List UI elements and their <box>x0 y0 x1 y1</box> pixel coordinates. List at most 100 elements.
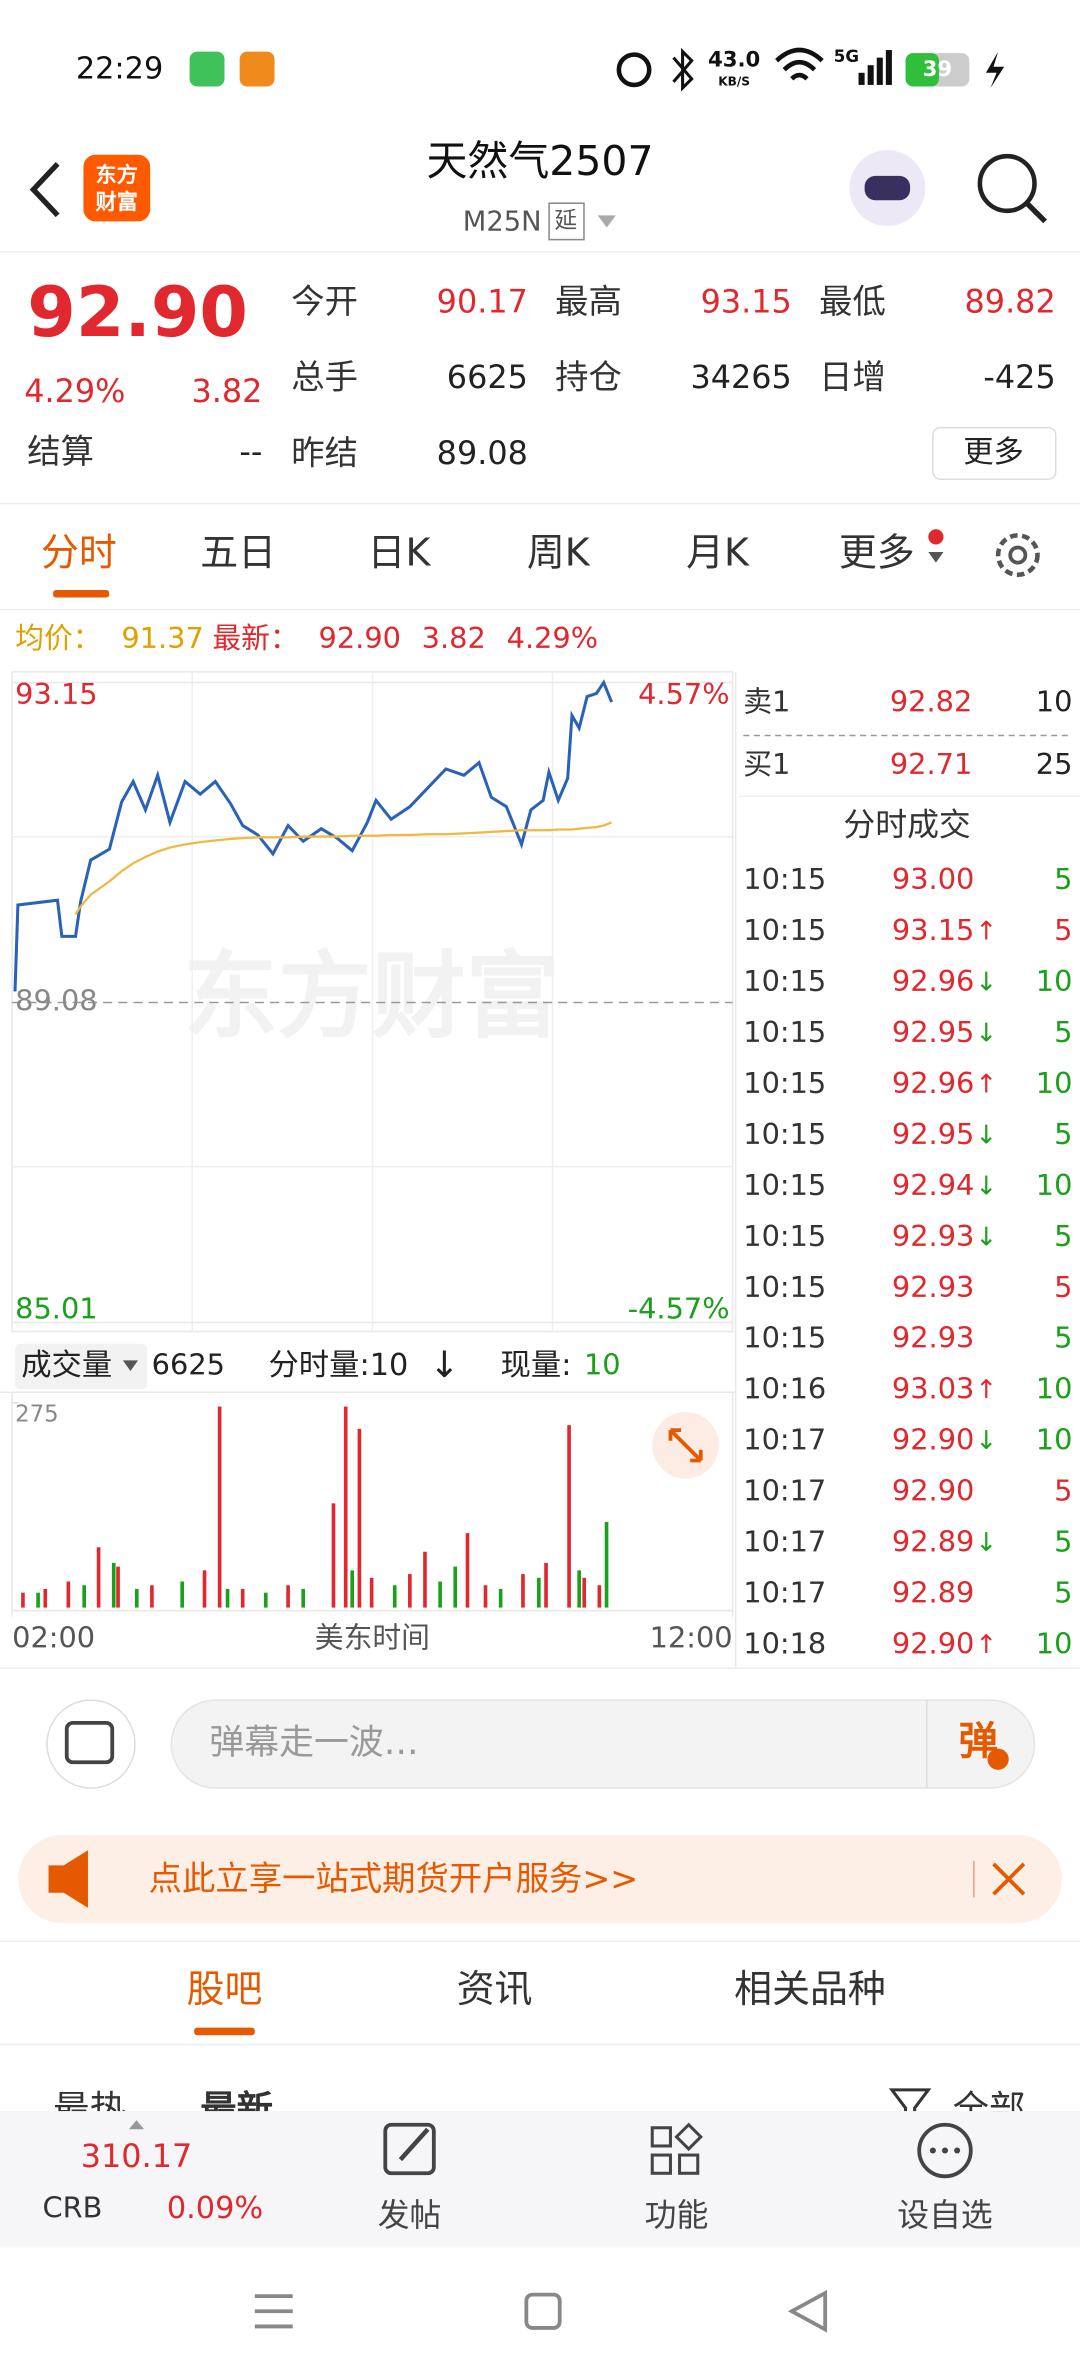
latest-label: 最新： <box>212 621 298 655</box>
volume-bar <box>43 1588 48 1608</box>
trade-time: 10:15 <box>743 1117 826 1151</box>
trade-volume: 5 <box>1054 1525 1072 1559</box>
volume-bar <box>392 1585 397 1608</box>
bottom-action[interactable]: 设自选 <box>897 2196 993 2234</box>
watchlist-icon-dot <box>929 2147 936 2154</box>
chat-input[interactable] <box>170 1699 1036 1789</box>
trade-time: 10:15 <box>743 1168 826 1202</box>
volume-chart-frame <box>11 1391 734 1612</box>
more-button[interactable] <box>932 426 1057 480</box>
bottom-action[interactable]: 发帖 <box>378 2196 442 2234</box>
trade-time: 10:15 <box>743 1270 826 1304</box>
nav-menu[interactable] <box>254 2294 293 2329</box>
post-icon[interactable] <box>383 2122 436 2176</box>
logo-text: 东方 <box>96 162 138 188</box>
more-button-label[interactable]: 更多 <box>963 435 1024 470</box>
trade-volume: 5 <box>1054 1270 1072 1304</box>
tab-indicator <box>194 2027 255 2036</box>
current-volume-label: 现量: <box>501 1348 572 1383</box>
section-tab[interactable]: 股吧 <box>187 1967 263 2011</box>
volume-bar <box>96 1547 101 1608</box>
trade-time: 10:15 <box>743 1321 826 1355</box>
trade-direction: ↑ <box>975 1630 997 1660</box>
volume-bar <box>498 1588 503 1608</box>
trade-price: 92.90 <box>892 1423 974 1457</box>
field-value: -- <box>239 432 262 470</box>
search-button[interactable] <box>977 153 1037 214</box>
function-icon[interactable] <box>650 2126 672 2148</box>
net-speed-unit: KB/S <box>718 74 750 88</box>
watchlist-icon[interactable] <box>917 2122 973 2179</box>
net-speed: 43.0 <box>708 48 760 73</box>
battery-level-text: 39 <box>923 57 953 82</box>
chart-tab[interactable]: 月K <box>686 531 750 575</box>
trade-time: 10:17 <box>743 1525 826 1559</box>
trade-price: 93.15 <box>892 913 974 947</box>
trade-price: 93.00 <box>892 862 974 896</box>
latest-change-pct: 4.29% <box>507 621 598 655</box>
field-label: 最高 <box>555 282 622 321</box>
trade-time: 10:15 <box>743 1015 826 1049</box>
nav-home[interactable] <box>524 2292 562 2330</box>
field-label: 持仓 <box>555 358 622 397</box>
field-value: 34265 <box>690 358 791 396</box>
order-price: 92.82 <box>890 685 972 719</box>
bottom-bar <box>0 2111 1080 2248</box>
back-button[interactable] <box>29 161 60 218</box>
signal-bar <box>876 57 883 85</box>
dropdown-arrow[interactable] <box>597 215 616 228</box>
close-banner-button[interactable] <box>992 1862 1026 1896</box>
order-side: 卖1 <box>743 685 790 719</box>
trade-volume: 5 <box>1054 1015 1072 1049</box>
trade-price: 92.90 <box>892 1474 974 1508</box>
trade-volume: 10 <box>1036 964 1073 998</box>
chart-tab[interactable]: 周K <box>527 531 591 575</box>
volume-bar <box>544 1562 548 1608</box>
chart-tab[interactable]: 更多 <box>839 531 915 575</box>
chat-placeholder[interactable]: 弹幕走一波… <box>209 1723 418 1763</box>
volume-bar <box>111 1562 116 1608</box>
x-axis-label: 美东时间 <box>315 1620 430 1654</box>
settings-button[interactable] <box>995 533 1040 578</box>
delay-badge: 延 <box>554 208 577 234</box>
index-toggle[interactable] <box>128 2120 145 2130</box>
chat-send-button[interactable]: 弹 <box>959 1719 998 1765</box>
latest-change: 3.82 <box>422 621 486 655</box>
avg-label: 均价： <box>15 621 101 655</box>
bottom-action[interactable]: 功能 <box>645 2196 709 2234</box>
trade-volume: 5 <box>1054 862 1072 896</box>
search-handle <box>1025 201 1047 224</box>
settings-core <box>1008 545 1028 565</box>
banner-text[interactable]: 点此立享一站式期货开户服务>> <box>149 1859 639 1898</box>
volume-selector[interactable] <box>15 1343 148 1390</box>
chart-tab[interactable]: 日K <box>368 531 432 575</box>
volume-bar <box>582 1577 587 1608</box>
wifi-icon <box>775 47 824 81</box>
chart-tab[interactable]: 分时 <box>41 531 117 575</box>
promo-banner[interactable] <box>18 1835 1062 1924</box>
volume-bar <box>438 1581 442 1608</box>
section-tab[interactable]: 相关品种 <box>734 1967 886 2011</box>
trade-direction: ↑ <box>975 917 997 947</box>
change-percent: 4.29% <box>24 372 125 410</box>
trade-direction: ↓ <box>975 1528 997 1558</box>
chart-tab[interactable]: 五日 <box>200 531 276 575</box>
volume-tick-label: 275 <box>15 1401 58 1427</box>
tick-direction: ↓ <box>429 1343 460 1386</box>
field-label: 日增 <box>819 358 886 397</box>
assistant-face <box>864 175 911 201</box>
section-tab[interactable]: 资讯 <box>457 1967 533 2011</box>
volume-bar <box>453 1566 458 1608</box>
volume-bar <box>567 1425 571 1608</box>
field-value: 6625 <box>447 358 528 396</box>
trade-time: 10:17 <box>743 1474 826 1508</box>
nav-back[interactable] <box>787 2289 828 2333</box>
app-icon <box>239 51 275 87</box>
volume-bar <box>134 1588 139 1608</box>
dropdown-arrow <box>928 552 944 563</box>
chat-settings-button[interactable] <box>46 1699 136 1789</box>
trade-price: 92.89 <box>892 1576 974 1610</box>
signal-bar <box>858 72 865 85</box>
index-change: 0.09% <box>167 2191 263 2226</box>
